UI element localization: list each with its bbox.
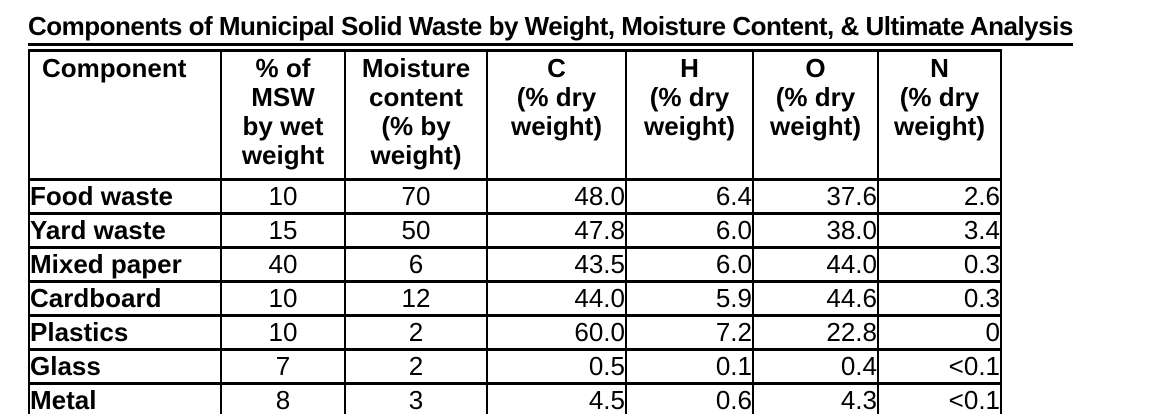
cell-hydrogen: 5.9 (625, 279, 754, 317)
column-header-pct-msw: % of MSW by wet weight (220, 48, 346, 181)
cell-oxygen: 22.8 (752, 313, 879, 351)
column-header-component: Component (28, 48, 222, 181)
cell-pct-msw: 15 (220, 211, 346, 249)
table-header-row: Component % of MSW by wet weight Moistur… (28, 48, 1002, 181)
cell-moisture: 2 (344, 313, 488, 351)
cell-moisture: 2 (344, 347, 488, 385)
cell-carbon: 47.8 (486, 211, 627, 249)
cell-moisture: 70 (344, 177, 488, 215)
cell-component: Cardboard (28, 279, 222, 317)
table-row: Glass 7 2 0.5 0.1 0.4 <0.1 (28, 347, 1002, 385)
cell-carbon: 43.5 (486, 245, 627, 283)
table-row: Mixed paper 40 6 43.5 6.0 44.0 0.3 (28, 245, 1002, 283)
cell-carbon: 4.5 (486, 381, 627, 414)
cell-pct-msw: 10 (220, 177, 346, 215)
cell-carbon: 48.0 (486, 177, 627, 215)
cell-pct-msw: 10 (220, 279, 346, 317)
cell-hydrogen: 6.0 (625, 211, 754, 249)
table-row: Plastics 10 2 60.0 7.2 22.8 0 (28, 313, 1002, 351)
cell-component: Glass (28, 347, 222, 385)
cell-moisture: 6 (344, 245, 488, 283)
cell-moisture: 50 (344, 211, 488, 249)
cell-hydrogen: 6.0 (625, 245, 754, 283)
cell-oxygen: 44.0 (752, 245, 879, 283)
column-header-oxygen: O (% dry weight) (752, 48, 879, 181)
cell-nitrogen: 0 (877, 313, 1002, 351)
cell-pct-msw: 40 (220, 245, 346, 283)
cell-moisture: 12 (344, 279, 488, 317)
cell-oxygen: 37.6 (752, 177, 879, 215)
cell-component: Mixed paper (28, 245, 222, 283)
table-row: Cardboard 10 12 44.0 5.9 44.6 0.3 (28, 279, 1002, 317)
cell-carbon: 60.0 (486, 313, 627, 351)
cell-component: Food waste (28, 177, 222, 215)
cell-pct-msw: 8 (220, 381, 346, 414)
column-header-moisture: Moisture content (% by weight) (344, 48, 488, 181)
table-row: Food waste 10 70 48.0 6.4 37.6 2.6 (28, 177, 1002, 215)
cell-component: Metal (28, 381, 222, 414)
table-row: Yard waste 15 50 47.8 6.0 38.0 3.4 (28, 211, 1002, 249)
cell-hydrogen: 7.2 (625, 313, 754, 351)
cell-hydrogen: 0.1 (625, 347, 754, 385)
msw-components-table: Component % of MSW by wet weight Moistur… (28, 48, 1002, 414)
cell-nitrogen: 0.3 (877, 245, 1002, 283)
cell-component: Plastics (28, 313, 222, 351)
cell-oxygen: 0.4 (752, 347, 879, 385)
page-title: Components of Municipal Solid Waste by W… (28, 12, 1073, 46)
cell-nitrogen: 0.3 (877, 279, 1002, 317)
cell-nitrogen: <0.1 (877, 381, 1002, 414)
cell-component: Yard waste (28, 211, 222, 249)
cell-oxygen: 4.3 (752, 381, 879, 414)
column-header-hydrogen: H (% dry weight) (625, 48, 754, 181)
cell-pct-msw: 10 (220, 313, 346, 351)
cell-carbon: 44.0 (486, 279, 627, 317)
cell-hydrogen: 0.6 (625, 381, 754, 414)
cell-oxygen: 44.6 (752, 279, 879, 317)
column-header-carbon: C (% dry weight) (486, 48, 627, 181)
column-header-nitrogen: N (% dry weight) (877, 48, 1002, 181)
cell-pct-msw: 7 (220, 347, 346, 385)
cell-moisture: 3 (344, 381, 488, 414)
cell-nitrogen: 2.6 (877, 177, 1002, 215)
cell-hydrogen: 6.4 (625, 177, 754, 215)
cell-nitrogen: <0.1 (877, 347, 1002, 385)
table-row: Metal 8 3 4.5 0.6 4.3 <0.1 (28, 381, 1002, 414)
cell-carbon: 0.5 (486, 347, 627, 385)
cell-nitrogen: 3.4 (877, 211, 1002, 249)
cell-oxygen: 38.0 (752, 211, 879, 249)
